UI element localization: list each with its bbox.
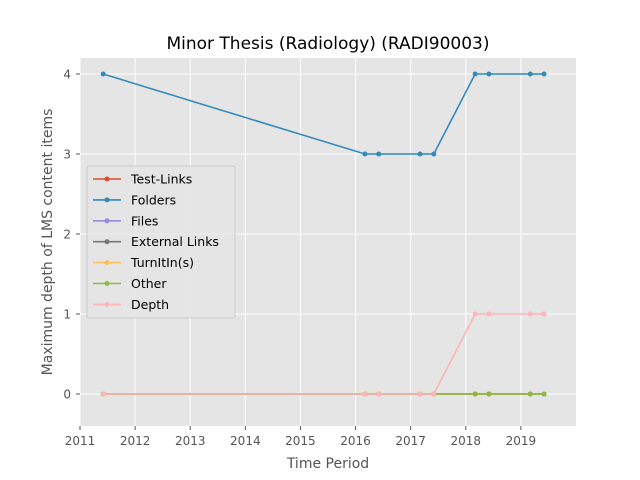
x-tick-label: 2015 xyxy=(285,434,316,448)
legend-swatch-marker xyxy=(104,176,110,182)
legend-label: Other xyxy=(131,276,167,291)
y-axis-label: Maximum depth of LMS content items xyxy=(40,109,56,376)
data-point xyxy=(472,71,478,77)
legend-swatch-marker xyxy=(104,281,110,286)
y-tick-label: 3 xyxy=(63,148,71,162)
data-point xyxy=(431,391,437,397)
y-tick-labels: 0 1 2 3 4 xyxy=(63,68,80,402)
legend-label: TurnItIn(s) xyxy=(130,255,194,270)
x-tick-label: 2011 xyxy=(65,434,96,448)
x-tick-label: 2018 xyxy=(451,434,482,448)
data-point xyxy=(472,311,478,317)
x-tick-label: 2019 xyxy=(506,434,537,448)
legend-label: External Links xyxy=(131,234,219,249)
x-tick-label: 2012 xyxy=(120,434,151,448)
data-point xyxy=(527,311,533,317)
data-point xyxy=(417,391,423,397)
data-point xyxy=(376,391,382,397)
x-tick-label: 2016 xyxy=(340,434,371,448)
legend-box xyxy=(86,165,236,319)
legend-swatch-marker xyxy=(104,197,110,203)
series-folders xyxy=(100,71,547,157)
legend-item: TurnItIn(s) xyxy=(93,255,194,270)
x-tick-label: 2013 xyxy=(175,434,206,448)
y-tick-label: 0 xyxy=(63,388,71,402)
legend-item: Folders xyxy=(93,192,176,207)
legend-label: Files xyxy=(131,213,158,228)
data-point xyxy=(486,311,492,317)
data-point xyxy=(362,151,368,157)
data-point xyxy=(527,71,533,77)
x-tick-label: 2014 xyxy=(230,434,261,448)
x-axis-label: Time Period xyxy=(286,456,369,472)
legend-label: Folders xyxy=(131,192,176,207)
data-point xyxy=(376,151,382,157)
data-point xyxy=(100,391,106,397)
legend-item: External Links xyxy=(93,234,219,249)
legend-swatch-marker xyxy=(104,301,110,307)
data-point xyxy=(486,71,492,77)
legend-label: Test-Links xyxy=(130,172,192,187)
legend-item: Files xyxy=(93,213,158,228)
series-depth xyxy=(100,311,547,397)
legend-swatch-marker xyxy=(104,260,110,266)
legend: Test-Links Folders Files External Links Turn… xyxy=(86,165,236,319)
legend-label: Depth xyxy=(131,297,169,312)
data-point xyxy=(472,391,478,397)
legend-item: Depth xyxy=(93,297,169,312)
data-point xyxy=(541,311,547,317)
x-tick-labels: 2011 2012 2013 2014 2015 2016 2017 2018 2019 xyxy=(65,426,536,448)
legend-swatch-marker xyxy=(104,218,110,224)
data-point xyxy=(527,391,533,397)
data-point xyxy=(100,71,106,77)
y-tick-label: 4 xyxy=(63,68,71,82)
data-point xyxy=(541,71,547,77)
data-point xyxy=(486,391,492,397)
legend-item: Test-Links xyxy=(93,172,192,187)
data-point xyxy=(541,391,547,397)
legend-item: Other xyxy=(93,276,167,291)
y-tick-label: 1 xyxy=(63,308,71,322)
data-point xyxy=(362,391,368,397)
y-tick-label: 2 xyxy=(63,228,71,242)
legend-swatch-marker xyxy=(104,239,110,245)
series-layer xyxy=(100,71,547,397)
data-point xyxy=(431,151,437,157)
x-tick-label: 2017 xyxy=(395,434,426,448)
chart-title: Minor Thesis (Radiology) (RADI90003) xyxy=(166,34,489,54)
data-point xyxy=(417,151,423,157)
